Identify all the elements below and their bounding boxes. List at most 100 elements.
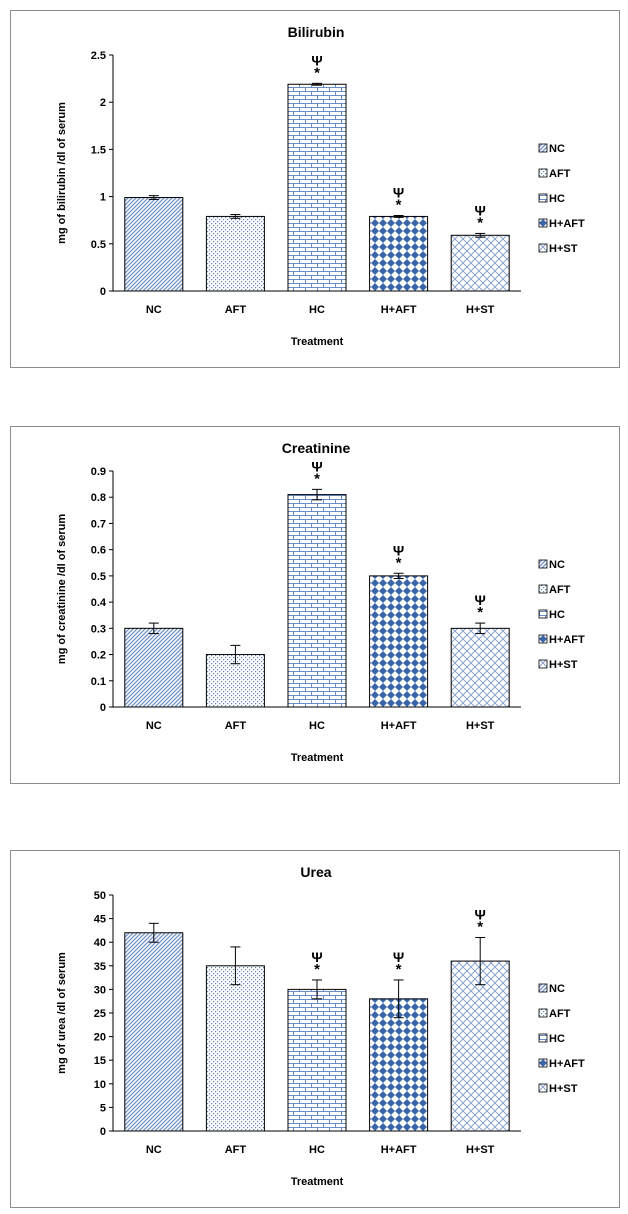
urea-chart-panel: Urea mg of urea /dl of serum 0 5 10 15 20 25 30 3… (10, 850, 620, 1208)
y-axis-label: mg of creatinine /dl of serum (56, 514, 68, 665)
legend-label-hc: HC (549, 1033, 565, 1045)
y-tick-label: 0.1 (91, 676, 106, 688)
significance-star-hc: * (314, 961, 320, 978)
chart-title: Creatinine (282, 440, 351, 456)
legend-swatch-h-plus-aft (538, 634, 548, 644)
significance-star-hc: * (314, 470, 320, 487)
y-tick-label: 0.6 (91, 545, 106, 557)
x-tick-label-h-plus-aft: H+AFT (381, 304, 417, 316)
y-tick-label: 0 (100, 702, 106, 714)
significance-star-h-plus-st: * (477, 604, 483, 621)
y-tick-label: 0.8 (91, 492, 106, 504)
y-tick-label: 30 (94, 984, 106, 996)
x-axis-label: Treatment (291, 336, 344, 348)
significance-star-h-plus-aft: * (396, 961, 402, 978)
legend-label-hc: HC (549, 193, 565, 205)
legend-swatch-hc (538, 1033, 548, 1043)
y-tick-label: 1.5 (91, 144, 106, 156)
creatinine-chart: Creatinine mg of creatinine /dl of serum 0… (56, 440, 585, 764)
x-tick-label-nc: NC (146, 1144, 162, 1156)
significance-star-h-plus-st: * (477, 918, 483, 935)
x-tick-label-hc: HC (309, 304, 325, 316)
y-tick-label: 0.4 (91, 597, 107, 609)
legend-label-h-plus-st: H+ST (549, 243, 578, 255)
y-tick-label: 2.5 (91, 50, 106, 62)
y-tick-label: 0.9 (91, 466, 106, 478)
legend-label-nc: NC (549, 983, 565, 995)
y-tick-label: 15 (94, 1055, 106, 1067)
y-tick-label: 0 (100, 1126, 106, 1138)
y-tick-label: 0.3 (91, 623, 106, 635)
legend-swatch-nc (538, 559, 548, 569)
bar-h-plus-aft (369, 215, 429, 292)
legend-swatch-nc (538, 143, 548, 153)
legend-label-h-plus-aft: H+AFT (549, 218, 585, 230)
x-tick-label-hc: HC (309, 720, 325, 732)
significance-psi-h-plus-aft: Ψ (393, 949, 404, 965)
bar-h-plus-aft (369, 998, 429, 1132)
bar-h-plus-st (450, 627, 510, 708)
significance-psi-h-plus-st: Ψ (475, 906, 486, 922)
legend-swatch-h-plus-st (538, 243, 548, 253)
significance-psi-h-plus-aft: Ψ (393, 184, 404, 200)
bar-hc (287, 494, 347, 708)
x-tick-label-h-plus-aft: H+AFT (381, 720, 417, 732)
legend-label-nc: NC (549, 143, 565, 155)
urea-chart: Urea mg of urea /dl of serum 0 5 10 15 20 25 30 3… (56, 864, 585, 1188)
x-tick-label-h-plus-st: H+ST (466, 1144, 495, 1156)
legend-label-hc: HC (549, 609, 565, 621)
y-axis-label: mg of urea /dl of serum (56, 952, 68, 1074)
legend-label-nc: NC (549, 559, 565, 571)
bar-h-plus-aft (369, 575, 429, 708)
legend-label-h-plus-aft: H+AFT (549, 1058, 585, 1070)
y-tick-label: 50 (94, 890, 106, 902)
x-tick-label-aft: AFT (225, 1144, 247, 1156)
bar-nc (124, 627, 184, 708)
creatinine-chart-panel: Creatinine mg of creatinine /dl of serum 0… (10, 426, 620, 784)
legend-swatch-h-plus-aft (538, 1058, 548, 1068)
legend-swatch-aft (538, 584, 548, 594)
bar-nc (124, 932, 184, 1132)
legend-label-aft: AFT (549, 168, 571, 180)
legend-swatch-h-plus-st (538, 659, 548, 669)
y-tick-label: 0.5 (91, 239, 106, 251)
bar-aft (205, 215, 265, 292)
y-tick-label: 10 (94, 1079, 106, 1091)
x-tick-label-hc: HC (309, 1144, 325, 1156)
x-tick-label-aft: AFT (225, 304, 247, 316)
x-tick-label-h-plus-aft: H+AFT (381, 1144, 417, 1156)
chart-title: Bilirubin (288, 24, 345, 40)
y-tick-label: 35 (94, 961, 106, 973)
chart-title: Urea (300, 864, 331, 880)
y-tick-label: 0.2 (91, 650, 106, 662)
significance-psi-hc: Ψ (311, 52, 322, 68)
bilirubin-chart: Bilirubin mg of bilirubin /dl of serum 0 0.… (56, 24, 585, 348)
y-tick-label: 0 (100, 286, 106, 298)
legend-label-h-plus-st: H+ST (549, 1083, 578, 1095)
bar-hc (287, 83, 347, 292)
x-tick-label-aft: AFT (225, 720, 247, 732)
legend-label-h-plus-aft: H+AFT (549, 634, 585, 646)
y-tick-label: 1 (100, 192, 106, 204)
y-tick-label: 0.7 (91, 518, 106, 530)
significance-psi-h-plus-st: Ψ (475, 592, 486, 608)
y-tick-label: 0.5 (91, 571, 106, 583)
y-tick-label: 5 (100, 1102, 106, 1114)
y-tick-label: 45 (94, 914, 106, 926)
x-axis-label: Treatment (291, 1176, 344, 1188)
bilirubin-chart-panel: Bilirubin mg of bilirubin /dl of serum 0 0.… (10, 10, 620, 368)
x-axis-label: Treatment (291, 752, 344, 764)
bar-hc (287, 988, 347, 1132)
legend-swatch-aft (538, 1008, 548, 1018)
legend-swatch-aft (538, 168, 548, 178)
bar-nc (124, 197, 184, 292)
legend-swatch-h-plus-st (538, 1083, 548, 1093)
y-tick-label: 40 (94, 937, 106, 949)
legend-label-aft: AFT (549, 1008, 571, 1020)
significance-psi-h-plus-st: Ψ (475, 202, 486, 218)
significance-star-h-plus-st: * (477, 214, 483, 231)
significance-star-hc: * (314, 64, 320, 81)
significance-psi-hc: Ψ (311, 458, 322, 474)
significance-psi-h-plus-aft: Ψ (393, 542, 404, 558)
y-axis-label: mg of bilirubin /dl of serum (56, 102, 68, 244)
